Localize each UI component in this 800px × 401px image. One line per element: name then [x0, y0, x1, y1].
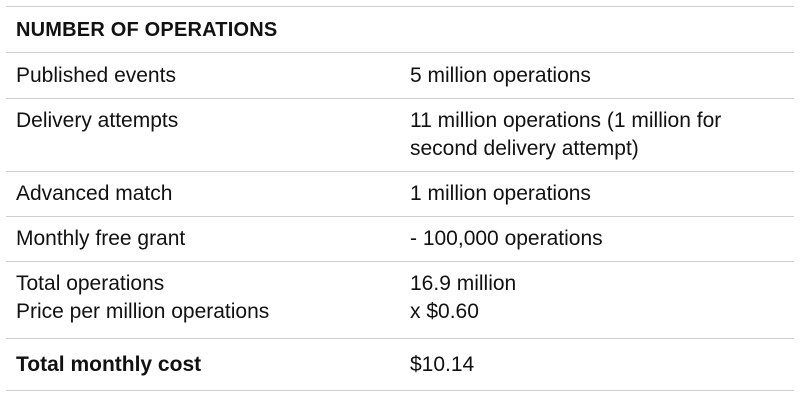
table-header-row: NUMBER OF OPERATIONS	[6, 7, 794, 53]
table-row-published-events: Published events 5 million operations	[6, 53, 794, 99]
table-row-monthly-free-grant: Monthly free grant - 100,000 operations	[6, 217, 794, 262]
row-label: Total operations Price per million opera…	[6, 270, 398, 338]
table-header: NUMBER OF OPERATIONS	[16, 18, 278, 41]
table-row-advanced-match: Advanced match 1 million operations	[6, 172, 794, 217]
row-label: Monthly free grant	[16, 227, 186, 250]
row-value-line-1: 11 million operations (1 million for	[410, 109, 722, 132]
row-value-line-1: 16.9 million	[410, 272, 517, 295]
row-label: Advanced match	[16, 182, 173, 205]
row-value-line-2: x $0.60	[410, 300, 479, 323]
row-label: Delivery attempts	[16, 109, 179, 132]
table-row-total-monthly-cost: Total monthly cost $10.14	[6, 339, 794, 391]
row-value: 16.9 million x $0.60	[398, 270, 794, 338]
row-label-line-1: Total operations	[16, 272, 165, 295]
row-value: 11 million operations (1 million for sec…	[398, 107, 794, 171]
row-value-line-2: second delivery attempt)	[410, 137, 639, 160]
row-value: 1 million operations	[410, 182, 591, 205]
table-row-delivery-attempts: Delivery attempts 11 million operations …	[6, 99, 794, 172]
row-label: Total monthly cost	[16, 352, 202, 376]
row-value: - 100,000 operations	[410, 227, 603, 250]
operations-cost-table: NUMBER OF OPERATIONS Published events 5 …	[6, 6, 794, 391]
row-label: Published events	[16, 63, 176, 87]
row-value: 5 million operations	[410, 63, 591, 87]
row-value: $10.14	[410, 352, 475, 376]
table-row-total-operations: Total operations Price per million opera…	[6, 262, 794, 339]
row-label-line-2: Price per million operations	[16, 300, 270, 323]
